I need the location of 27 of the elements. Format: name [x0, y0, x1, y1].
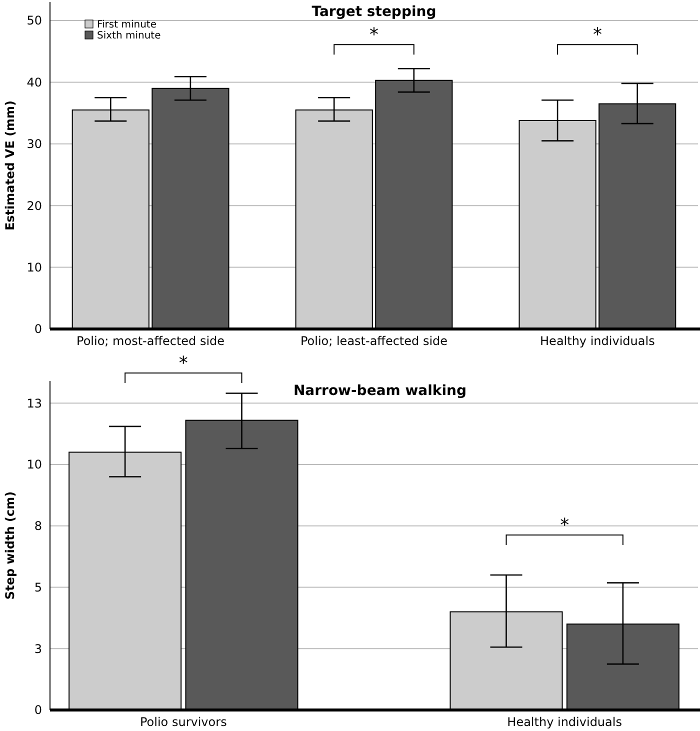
x-tick-label: Polio survivors [140, 715, 227, 729]
y-tick-label: 0 [34, 322, 42, 336]
chart-title: Narrow-beam walking [293, 383, 467, 399]
x-tick-label: Polio; most-affected side [76, 334, 225, 348]
y-tick-label: 0 [34, 703, 42, 718]
x-tick-label: Healthy individuals [540, 334, 655, 348]
y-tick-label: 8 [34, 519, 42, 534]
y-tick-label: 10 [26, 458, 42, 472]
legend-label: First minute [97, 20, 156, 30]
annotation: * [560, 514, 570, 536]
y-tick-label: 30 [26, 137, 42, 152]
annotation: * [370, 24, 378, 46]
y-tick-label: 13 [26, 396, 42, 410]
x-tick-label: Polio; least-affected side [300, 334, 448, 348]
y-axis-title: Step width (cm) [3, 491, 17, 600]
y-tick-label: 3 [34, 642, 42, 656]
chart-title: Target stepping [312, 4, 436, 20]
y-tick-label: 40 [26, 75, 42, 90]
y-tick-label: 5 [34, 580, 42, 594]
y-tick-label: 50 [26, 14, 42, 28]
x-tick-label: Healthy individuals [507, 715, 622, 729]
y-axis-title: Estimated VE (mm) [3, 100, 17, 231]
legend-label: Sixth minute [97, 30, 161, 42]
text: * [178, 353, 188, 374]
y-tick-label: 20 [26, 198, 42, 213]
y-tick-label: 10 [26, 260, 42, 274]
annotation: * [592, 24, 602, 46]
